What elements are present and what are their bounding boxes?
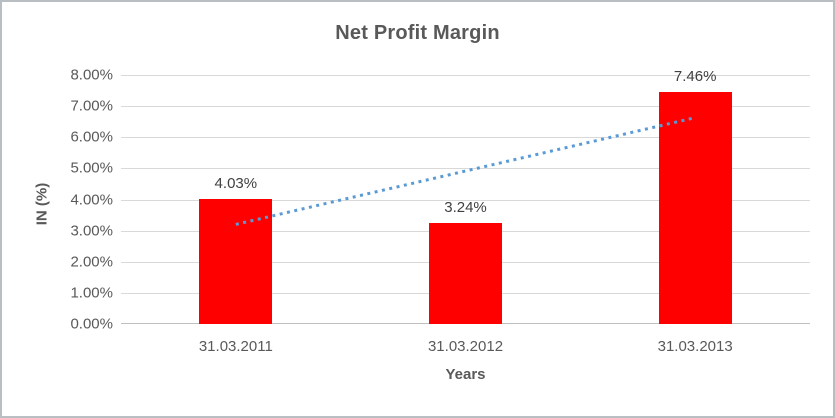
gridline [121, 106, 810, 107]
gridline [121, 75, 810, 76]
y-tick-label: 2.00% [70, 253, 113, 271]
bar-data-label: 4.03% [214, 175, 258, 192]
y-tick-label: 0.00% [70, 315, 113, 333]
bar-data-label: 7.46% [673, 68, 717, 85]
x-tick-label: 31.03.2011 [198, 338, 273, 355]
y-tick-label: 3.00% [70, 222, 113, 240]
trendline [235, 116, 696, 226]
y-tick-label: 1.00% [70, 284, 113, 302]
y-axis-tick-labels: 0.00% 1.00% 2.00% 3.00% 4.00% 5.00% 6.00% 7.00%… [2, 67, 113, 333]
x-tick-label: 31.03.2013 [657, 338, 733, 355]
y-tick-label: 7.00% [70, 97, 113, 115]
plot-area: 4.03% 3.24% 7.46% [121, 68, 810, 324]
y-tick-label: 4.00% [70, 191, 113, 208]
gridline [121, 168, 810, 169]
bar-data-label: 3.24% [444, 199, 487, 216]
x-axis-tick-labels: 31.03.2011 31.03.2012 31.03.2013 [121, 338, 810, 358]
bar [429, 223, 502, 324]
x-tick-label: 31.03.2012 [427, 338, 504, 355]
y-tick-label: 8.00% [70, 66, 113, 84]
bar [658, 92, 732, 324]
gridline [121, 137, 810, 138]
y-tick-label: 5.00% [70, 159, 113, 177]
gridline [121, 200, 810, 201]
chart-title: Net Profit Margin [335, 22, 500, 44]
x-axis-title: Years [445, 366, 486, 383]
y-tick-label: 6.00% [70, 128, 113, 146]
